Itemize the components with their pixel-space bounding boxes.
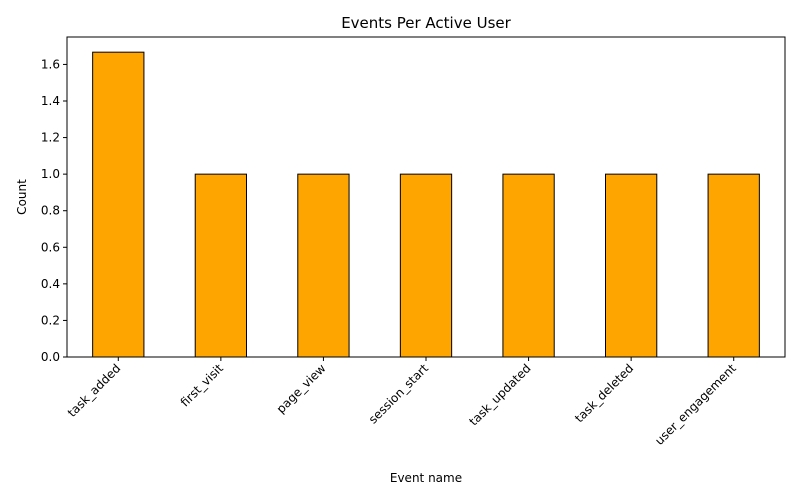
x-tick-label: task_deleted [572, 361, 636, 425]
bar-page-view [297, 173, 350, 358]
y-tick-label: 0.0 [41, 350, 60, 364]
y-tick-label: 0.2 [41, 313, 60, 327]
bar-task-added [92, 51, 145, 358]
y-axis-label: Count [15, 179, 29, 215]
plot-frame [66, 36, 786, 358]
x-tick-label: task_added [65, 361, 124, 420]
y-tick-label: 0.8 [41, 204, 60, 218]
plot-area: 0.0 0.2 0.4 0.6 0.8 1.0 1.2 1.4 1.6 task_added fir… [41, 51, 760, 448]
bar-user-engagement [707, 173, 760, 358]
y-tick-label: 1.6 [41, 57, 60, 71]
bar-first-visit [194, 173, 247, 358]
bar-task-deleted [605, 173, 658, 358]
x-tick-label: user_engagement [652, 361, 739, 448]
x-tick-label: task_updated [466, 361, 533, 428]
x-tick-label: session_start [366, 361, 432, 427]
y-tick-label: 0.4 [41, 277, 60, 291]
y-tick-label: 1.4 [41, 94, 60, 108]
y-tick-label: 1.0 [41, 167, 60, 181]
chart-title: Events Per Active User [341, 14, 511, 32]
x-tick-label: first_visit [178, 361, 226, 409]
bar-task-updated [502, 173, 555, 358]
x-axis-label: Event name [390, 471, 462, 485]
y-tick-label: 1.2 [41, 131, 60, 145]
y-tick-label: 0.6 [41, 240, 60, 254]
bar-session-start [399, 173, 453, 358]
x-tick-label: page_view [274, 361, 329, 416]
